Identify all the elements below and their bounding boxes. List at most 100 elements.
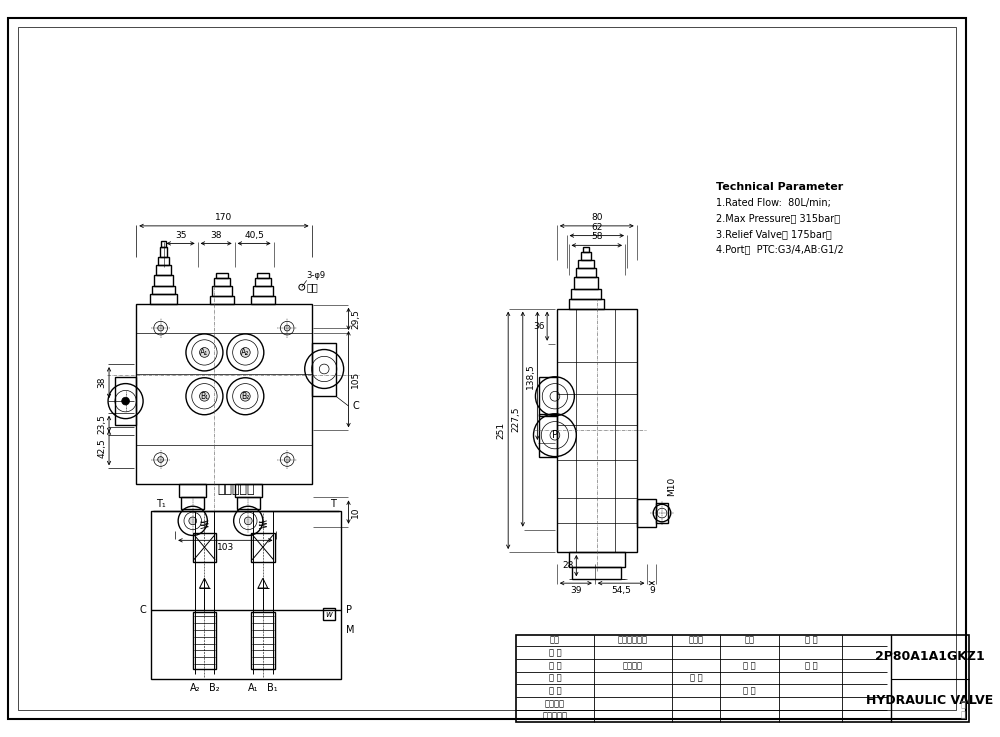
Circle shape — [244, 517, 252, 525]
Bar — [150, 294, 177, 304]
Text: 251: 251 — [496, 422, 505, 439]
Bar — [237, 497, 260, 509]
Text: 标准化检查: 标准化检查 — [542, 711, 567, 721]
Text: 10: 10 — [351, 506, 360, 518]
Text: 3.Relief Valve： 175bar；: 3.Relief Valve： 175bar； — [716, 228, 831, 239]
Circle shape — [200, 391, 209, 401]
Text: 23,5: 23,5 — [97, 414, 106, 434]
Bar — [216, 273, 228, 279]
Bar — [637, 500, 656, 527]
Bar — [539, 413, 557, 457]
Text: 深
波: 深 波 — [961, 700, 966, 719]
Text: 80: 80 — [591, 213, 603, 222]
Text: C: C — [139, 605, 146, 615]
Text: 138,5: 138,5 — [525, 363, 534, 388]
Bar — [251, 612, 275, 669]
Bar — [253, 286, 273, 296]
Bar — [569, 299, 604, 309]
Bar — [160, 248, 167, 257]
Circle shape — [200, 348, 209, 357]
Bar — [583, 248, 589, 252]
Text: 54,5: 54,5 — [611, 586, 631, 595]
Text: 58: 58 — [591, 232, 603, 242]
Text: 170: 170 — [215, 213, 233, 222]
Text: HYDRAULIC VALVE: HYDRAULIC VALVE — [866, 694, 993, 707]
Text: 35: 35 — [175, 231, 186, 240]
Bar — [179, 484, 206, 497]
Text: P: P — [346, 605, 352, 615]
Text: 校 对: 校 对 — [549, 686, 561, 695]
Text: P: P — [552, 430, 558, 440]
Bar — [251, 296, 275, 304]
Text: 36: 36 — [534, 321, 545, 331]
Bar — [312, 343, 336, 397]
Bar — [571, 289, 601, 299]
Text: B₁: B₁ — [267, 683, 278, 694]
Bar — [323, 609, 335, 620]
Bar — [151, 511, 341, 679]
Bar — [581, 252, 591, 260]
Bar — [136, 304, 312, 484]
Text: 3-φ9: 3-φ9 — [307, 271, 326, 280]
Text: 设 计: 设 计 — [549, 649, 561, 657]
Text: 2.Max Pressure： 315bar，: 2.Max Pressure： 315bar， — [716, 213, 840, 223]
Bar — [235, 484, 262, 497]
Text: T: T — [330, 499, 336, 509]
Text: 共 享: 共 享 — [743, 661, 756, 670]
Text: 4.Port：  PTC:G3/4,AB:G1/2: 4.Port： PTC:G3/4,AB:G1/2 — [716, 245, 843, 254]
Text: M10: M10 — [667, 476, 676, 495]
Text: 2P80A1A1GKZ1: 2P80A1A1GKZ1 — [875, 650, 985, 663]
Text: 透孔: 透孔 — [307, 282, 318, 292]
Text: 图样标记: 图样标记 — [623, 661, 643, 670]
Text: 制 图: 制 图 — [549, 661, 561, 670]
Text: 标记: 标记 — [550, 635, 560, 645]
Text: A₂: A₂ — [189, 683, 200, 694]
Circle shape — [189, 517, 197, 525]
Text: B₂: B₂ — [241, 392, 249, 401]
Bar — [572, 567, 621, 579]
Bar — [257, 273, 269, 279]
Bar — [161, 242, 166, 248]
Bar — [115, 377, 136, 425]
Bar — [516, 635, 969, 722]
Bar — [557, 309, 637, 552]
Bar — [212, 286, 232, 296]
Circle shape — [158, 457, 164, 462]
Bar — [158, 257, 169, 265]
Bar — [539, 377, 557, 416]
Text: 38: 38 — [210, 231, 222, 240]
Text: 工艺检查: 工艺检查 — [545, 699, 565, 708]
Bar — [210, 296, 234, 304]
Bar — [193, 533, 216, 562]
Text: 105: 105 — [351, 371, 360, 388]
Text: B₂: B₂ — [209, 683, 219, 694]
Text: 227,5: 227,5 — [511, 406, 520, 432]
Bar — [214, 279, 230, 286]
Bar — [656, 503, 668, 523]
Bar — [255, 279, 271, 286]
Circle shape — [158, 325, 164, 331]
Text: 重 量: 重 量 — [690, 674, 702, 682]
Bar — [569, 552, 625, 567]
Text: 日期: 日期 — [745, 635, 755, 645]
Text: 28: 28 — [562, 561, 573, 570]
Text: B₁: B₁ — [200, 392, 209, 401]
Bar — [574, 277, 598, 289]
Circle shape — [240, 391, 250, 401]
Text: 42,5: 42,5 — [97, 438, 106, 458]
Circle shape — [284, 325, 290, 331]
Text: 39: 39 — [570, 586, 582, 595]
Polygon shape — [258, 579, 268, 588]
Circle shape — [122, 397, 129, 405]
Text: 103: 103 — [217, 543, 234, 552]
Text: 更改内容概要: 更改内容概要 — [618, 635, 648, 645]
Bar — [156, 265, 171, 275]
Bar — [576, 268, 596, 277]
Bar — [578, 260, 594, 268]
Circle shape — [284, 457, 290, 462]
Text: 页 数: 页 数 — [805, 661, 817, 670]
Text: 液压原理图: 液压原理图 — [217, 483, 255, 496]
Text: 38: 38 — [97, 377, 106, 388]
Text: Technical Parameter: Technical Parameter — [716, 182, 843, 192]
Text: 40,5: 40,5 — [244, 231, 264, 240]
